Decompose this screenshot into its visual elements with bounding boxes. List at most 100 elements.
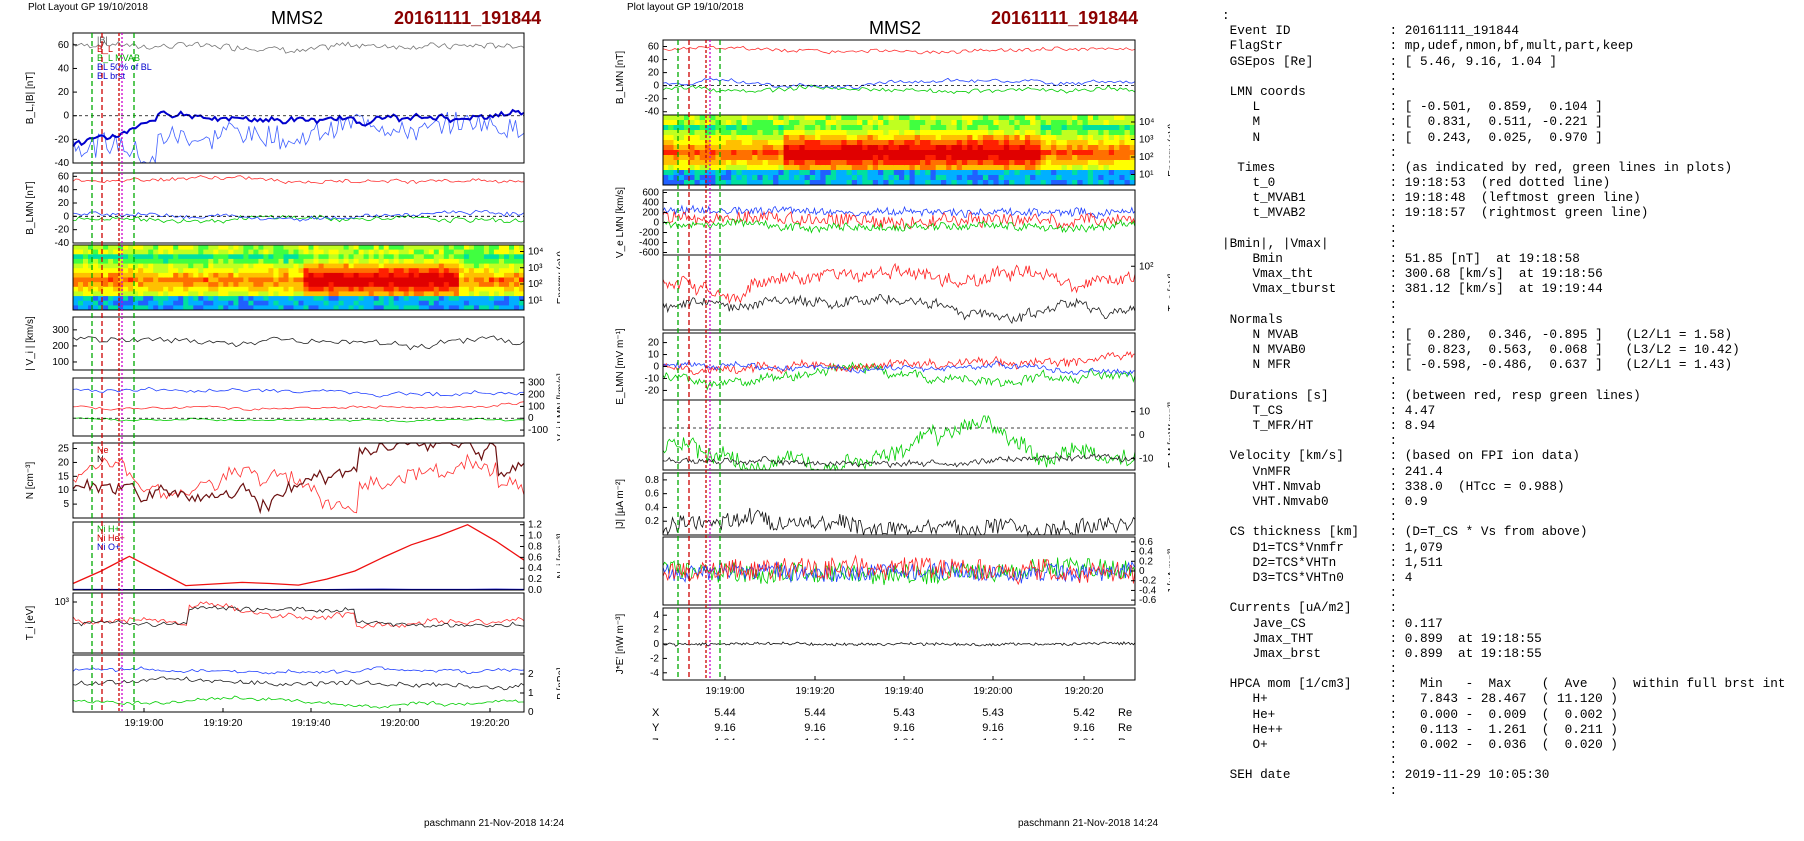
spectrogram-cell	[883, 130, 889, 136]
spectrogram-cell	[715, 155, 722, 161]
spectrogram-cell	[273, 254, 279, 260]
spectrogram-cell	[338, 268, 345, 274]
spectrogram-cell	[263, 245, 269, 251]
spectrogram-cell	[668, 115, 674, 121]
spectrogram-cell	[113, 263, 119, 269]
legend-entry: N	[97, 454, 104, 464]
spectrogram-cell	[783, 120, 790, 126]
spectrogram-cell	[283, 296, 289, 302]
spectrogram-cell	[153, 263, 159, 269]
spectrogram-cell	[820, 155, 826, 161]
spectrogram-cell	[778, 155, 785, 161]
spectrogram-cell	[448, 245, 455, 251]
spectrogram-cell	[1040, 165, 1047, 171]
spectrogram-cell	[333, 245, 340, 251]
spectrogram-cell	[909, 130, 916, 136]
spectrogram-cell	[188, 272, 194, 278]
spectrogram-cell	[193, 258, 199, 264]
x-tick-label: 19:19:20	[204, 718, 243, 729]
spectrogram-cell	[323, 282, 330, 288]
spectrogram-cell	[473, 249, 480, 255]
spectrogram-cell	[398, 286, 405, 292]
spectrogram-cell	[243, 300, 249, 306]
spectrogram-cell	[198, 249, 204, 255]
spectrogram-cell	[799, 160, 806, 166]
spectrogram-cell	[1103, 150, 1110, 156]
spectrogram-cell	[1051, 140, 1057, 146]
spectrogram-cell	[778, 135, 785, 141]
spectrogram-cell	[328, 245, 335, 251]
spectrogram-cell	[1114, 150, 1120, 156]
spectrogram-cell	[710, 180, 716, 186]
spectrogram-cell	[1066, 180, 1073, 186]
spectrogram-cell	[488, 296, 495, 302]
spectrogram-cell	[799, 120, 806, 126]
spectrogram-cell	[133, 263, 139, 269]
spectrogram-cell	[498, 282, 505, 288]
info-row: :	[1222, 8, 1230, 23]
spectrogram-cell	[1124, 125, 1131, 131]
spectrogram-cell	[458, 282, 465, 288]
spectrogram-cell	[668, 175, 674, 181]
spectrogram-cell	[778, 160, 785, 166]
spectrogram-cell	[463, 286, 470, 292]
spectrogram-cell	[168, 305, 174, 311]
spectrogram-cell	[883, 150, 889, 156]
coord-value: 1.04	[982, 737, 1003, 740]
spectrogram-cell	[303, 277, 309, 283]
x-tick-label: 19:20:00	[974, 686, 1013, 697]
spectrogram-cell	[438, 277, 445, 283]
spectrogram-cell	[1003, 150, 1010, 156]
spectrogram-cell	[757, 160, 764, 166]
spectrogram-cell	[483, 263, 490, 269]
info-row: VnMFR : 241.4	[1222, 463, 1443, 479]
spectrogram-cell	[872, 165, 879, 171]
spectrogram-cell	[961, 160, 968, 166]
series-line	[662, 641, 1136, 647]
spectrogram-cell	[1124, 165, 1131, 171]
spectrogram-cell	[1035, 165, 1042, 171]
spectrogram-cell	[273, 263, 279, 269]
spectrogram-cell	[514, 286, 520, 292]
spectrogram-cell	[223, 254, 229, 260]
spectrogram-cell	[993, 115, 1000, 121]
spectrogram-cell	[998, 150, 1005, 156]
spectrogram-cell	[509, 258, 515, 264]
spectrogram-cell	[313, 291, 319, 297]
spectrogram-cell	[373, 258, 380, 264]
spectrogram-cell	[463, 291, 470, 297]
spectrogram-cell	[278, 296, 284, 302]
spectrogram-cell	[143, 272, 149, 278]
spectrogram-cell	[862, 160, 868, 166]
spectrogram-cell	[88, 254, 94, 260]
spectrogram-cell	[178, 277, 184, 283]
spectrogram-cell	[836, 115, 842, 121]
spectrogram-cell	[368, 268, 375, 274]
spectrogram-cell	[946, 130, 952, 136]
spectrogram-cell	[258, 286, 264, 292]
spectrogram-cell	[218, 277, 224, 283]
spectrogram-cell	[872, 120, 879, 126]
spectrogram-cell	[398, 268, 405, 274]
spectrogram-cell	[448, 282, 455, 288]
info-row: N MFR : [ -0.598, -0.486, 0.637 ] (L2/L1…	[1222, 357, 1733, 373]
spectrogram-cell	[663, 150, 669, 156]
spectrogram-cell	[418, 268, 425, 274]
coord-unit: Re	[1118, 707, 1132, 719]
spectrogram-cell	[463, 263, 470, 269]
spectrogram-cell	[468, 245, 475, 251]
spectrogram-cell	[762, 160, 769, 166]
spectrogram-cell	[982, 175, 989, 181]
tick-label: -200	[639, 228, 659, 239]
spectrogram-cell	[930, 150, 937, 156]
spectrogram-cell	[178, 291, 184, 297]
tick-label: -10	[1139, 453, 1154, 464]
spectrogram-cell	[899, 150, 905, 156]
spectrogram-cell	[1087, 140, 1094, 146]
series-line	[72, 209, 525, 222]
spectrogram-cell	[238, 291, 244, 297]
spectrogram-cell	[303, 249, 309, 255]
spectrogram-cell	[846, 150, 853, 156]
spectrogram-cell	[153, 305, 159, 311]
spectrogram-cell	[198, 291, 204, 297]
